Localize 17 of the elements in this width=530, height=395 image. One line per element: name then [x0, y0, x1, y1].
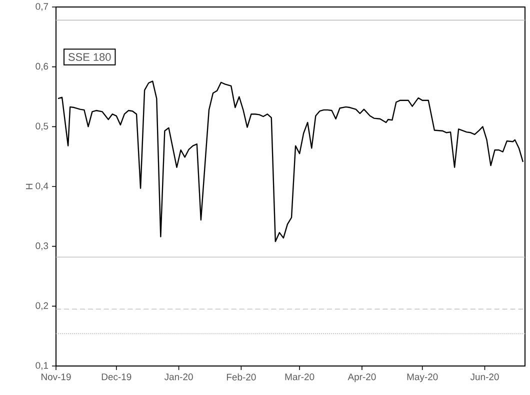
y-tick-label: 0,4 — [36, 182, 48, 190]
y-tick-label: 0,7 — [36, 3, 48, 11]
x-tick-label: Jun-20 — [470, 374, 499, 380]
x-tick-label: Nov-19 — [42, 374, 71, 380]
y-tick-label: 0,1 — [36, 362, 48, 370]
y-tick-label: 0,6 — [36, 62, 48, 71]
x-tick-label: Feb-20 — [226, 374, 256, 380]
annotation: SSE 180 — [68, 53, 111, 61]
y-axis-title: H — [26, 184, 32, 190]
x-tick-label: Mar-20 — [285, 374, 314, 380]
x-tick-label: Dec-19 — [102, 374, 132, 380]
x-tick-label: May-20 — [407, 374, 438, 382]
y-tick-label: 0,5 — [36, 122, 48, 131]
y-tick-label: 0,2 — [36, 302, 48, 310]
y-tick-label: 0,3 — [36, 242, 48, 250]
x-tick-label: Apr-20 — [348, 374, 376, 382]
x-tick-label: Jan-20 — [164, 374, 193, 380]
